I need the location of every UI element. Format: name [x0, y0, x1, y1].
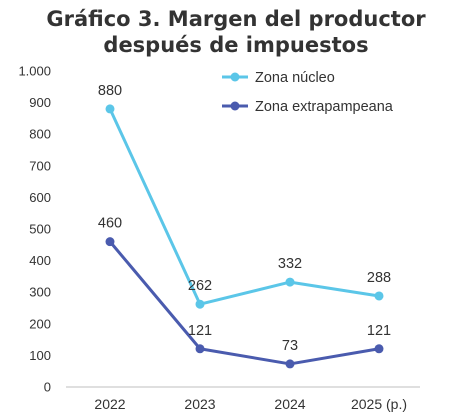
- y-tick-label: 100: [29, 348, 51, 363]
- y-tick-label: 200: [29, 316, 51, 331]
- data-label-zona-extrapampeana: 73: [282, 338, 298, 354]
- series-line-zona-extrapampeana: [108, 240, 380, 366]
- y-tick-label: 900: [29, 95, 51, 110]
- legend-label-zona-extrapampeana: Zona extrapampeana: [255, 99, 394, 115]
- legend-marker-zona-nucleo: [230, 72, 240, 82]
- data-point-zona-nucleo: [285, 277, 295, 287]
- y-tick-label: 300: [29, 285, 51, 300]
- y-tick-label: 400: [29, 253, 51, 268]
- data-label-zona-nucleo: 288: [367, 270, 391, 286]
- data-point-zona-extrapampeana: [105, 237, 115, 247]
- y-tick-label: 0: [44, 380, 51, 395]
- data-label-zona-extrapampeana: 460: [98, 216, 122, 232]
- legend-marker-zona-extrapampeana: [230, 101, 240, 111]
- y-tick-label: 700: [29, 158, 51, 173]
- chart-title: Gráfico 3. Margen del productor después …: [0, 6, 472, 58]
- chart-title-line-1: Gráfico 3. Margen del productor: [46, 7, 426, 31]
- data-label-zona-nucleo: 880: [98, 83, 122, 99]
- data-label-zona-nucleo: 332: [278, 256, 302, 272]
- data-label-zona-extrapampeana: 121: [367, 323, 391, 339]
- x-tick-label: 2023: [184, 396, 215, 412]
- series-line-zona-nucleo: [108, 108, 380, 306]
- legend-label-zona-nucleo: Zona núcleo: [255, 70, 335, 86]
- data-point-zona-extrapampeana: [195, 344, 205, 354]
- x-tick-label: 2022: [94, 396, 125, 412]
- data-point-zona-nucleo: [374, 291, 384, 301]
- data-point-zona-nucleo: [195, 299, 205, 309]
- data-point-zona-extrapampeana: [374, 344, 384, 354]
- y-tick-label: 600: [29, 190, 51, 205]
- x-tick-label: 2024: [274, 396, 305, 412]
- y-tick-label: 500: [29, 222, 51, 237]
- y-tick-label: 800: [29, 127, 51, 142]
- data-point-zona-extrapampeana: [285, 359, 295, 369]
- data-label-zona-extrapampeana: 121: [188, 323, 212, 339]
- chart-title-line-2: después de impuestos: [103, 33, 369, 57]
- data-point-zona-nucleo: [105, 104, 115, 114]
- x-tick-label: 2025 (p.): [351, 396, 407, 412]
- y-tick-label: 1.000: [18, 64, 51, 79]
- data-label-zona-nucleo: 262: [188, 278, 212, 294]
